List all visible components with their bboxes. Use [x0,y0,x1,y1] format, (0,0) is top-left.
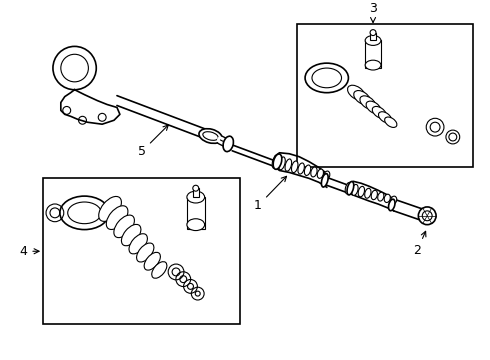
Ellipse shape [223,136,233,152]
Ellipse shape [324,171,330,180]
Bar [365,40,381,68]
Ellipse shape [317,169,323,178]
Ellipse shape [366,101,381,114]
Bar [43,178,240,324]
Ellipse shape [285,159,292,171]
Ellipse shape [391,196,397,204]
Bar [193,188,199,197]
Ellipse shape [352,184,358,195]
Ellipse shape [187,219,205,230]
Ellipse shape [360,96,376,109]
Ellipse shape [129,234,147,254]
Ellipse shape [384,194,391,202]
Ellipse shape [152,262,167,278]
Ellipse shape [61,54,88,82]
Text: 5: 5 [138,125,168,158]
Ellipse shape [298,163,304,174]
Text: 1: 1 [254,176,287,212]
Ellipse shape [203,132,218,140]
Ellipse shape [365,60,381,70]
Text: 2: 2 [414,231,426,257]
Ellipse shape [187,191,205,203]
Ellipse shape [418,207,436,225]
Ellipse shape [370,30,376,36]
Ellipse shape [292,161,298,172]
Text: 4: 4 [20,245,39,258]
Ellipse shape [422,211,432,221]
Ellipse shape [273,154,282,169]
Ellipse shape [114,215,134,238]
Bar [370,33,376,40]
Ellipse shape [137,243,154,262]
Ellipse shape [321,174,328,187]
Ellipse shape [98,197,122,221]
Ellipse shape [144,252,160,270]
Ellipse shape [372,107,386,118]
Ellipse shape [193,185,199,191]
Ellipse shape [365,188,371,198]
Bar [187,197,205,229]
Ellipse shape [345,183,352,194]
Text: 3: 3 [369,3,377,22]
Ellipse shape [272,155,279,168]
Ellipse shape [354,90,370,105]
Ellipse shape [371,190,377,200]
Ellipse shape [304,165,311,175]
Ellipse shape [279,157,285,170]
Ellipse shape [347,181,354,195]
Ellipse shape [347,85,365,100]
Ellipse shape [311,167,317,177]
Ellipse shape [106,206,128,229]
Ellipse shape [199,129,222,143]
Ellipse shape [378,112,392,123]
Bar [297,24,472,167]
Ellipse shape [122,224,141,246]
Ellipse shape [389,199,395,211]
Ellipse shape [365,36,381,45]
Ellipse shape [53,46,96,90]
Ellipse shape [378,192,384,201]
Ellipse shape [385,117,397,127]
Ellipse shape [358,186,365,197]
